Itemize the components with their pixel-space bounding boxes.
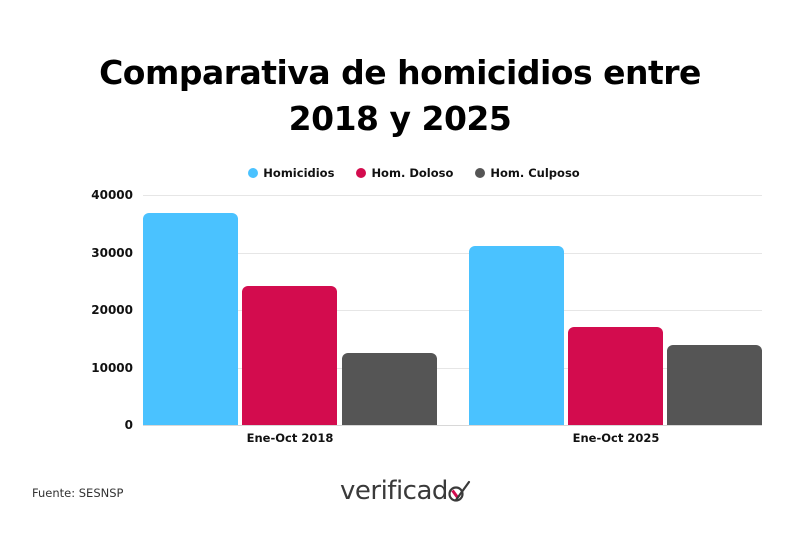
legend-dot-icon bbox=[248, 168, 259, 178]
x-axis-line bbox=[143, 425, 762, 426]
gridline-30000 bbox=[143, 252, 762, 254]
legend-item-homicidios: Homicidios bbox=[248, 166, 334, 180]
logo-text: verificad bbox=[340, 476, 448, 506]
verificado-logo: verificad bbox=[340, 476, 471, 506]
gridline-10000 bbox=[143, 367, 762, 369]
x-tick-label-2018: Ene-Oct 2018 bbox=[246, 431, 334, 445]
y-tick-label: 10000 bbox=[91, 360, 133, 375]
bar-2025-hom-culposo bbox=[667, 345, 762, 425]
plot-area bbox=[143, 195, 762, 426]
gridline-40000 bbox=[143, 195, 762, 196]
source-note: Fuente: SESNSP bbox=[32, 486, 124, 500]
legend-label: Hom. Culposo bbox=[490, 166, 580, 180]
y-tick-label: 0 bbox=[124, 418, 133, 432]
bar-2018-hom-culposo bbox=[342, 352, 437, 425]
gridline-20000 bbox=[143, 310, 762, 311]
x-tick-label-2025: Ene-Oct 2025 bbox=[572, 431, 660, 445]
legend-item-hom-doloso: Hom. Doloso bbox=[356, 166, 453, 180]
y-tick-label: 30000 bbox=[91, 245, 133, 260]
chart-title-line-2: 2018 y 2025 bbox=[288, 99, 512, 138]
chart-legend: Homicidios Hom. Doloso Hom. Culposo bbox=[0, 166, 800, 180]
legend-dot-icon bbox=[475, 168, 486, 178]
y-tick-label: 20000 bbox=[91, 303, 133, 317]
legend-dot-icon bbox=[356, 168, 367, 178]
bar-2018-homicidios bbox=[143, 213, 238, 425]
bar-2025-homicidios bbox=[469, 246, 564, 425]
chart-title: Comparativa de homicidios entre 2018 y 2… bbox=[0, 50, 800, 142]
bar-2025-hom-doloso bbox=[568, 326, 663, 425]
legend-item-hom-culposo: Hom. Culposo bbox=[475, 166, 580, 180]
legend-label: Hom. Doloso bbox=[371, 166, 454, 180]
chart-title-line-1: Comparativa de homicidios entre bbox=[99, 53, 701, 92]
bar-2018-hom-doloso bbox=[242, 285, 337, 425]
check-o-icon bbox=[447, 479, 471, 503]
legend-label: Homicidios bbox=[263, 166, 335, 180]
y-tick-label: 40000 bbox=[91, 188, 133, 202]
